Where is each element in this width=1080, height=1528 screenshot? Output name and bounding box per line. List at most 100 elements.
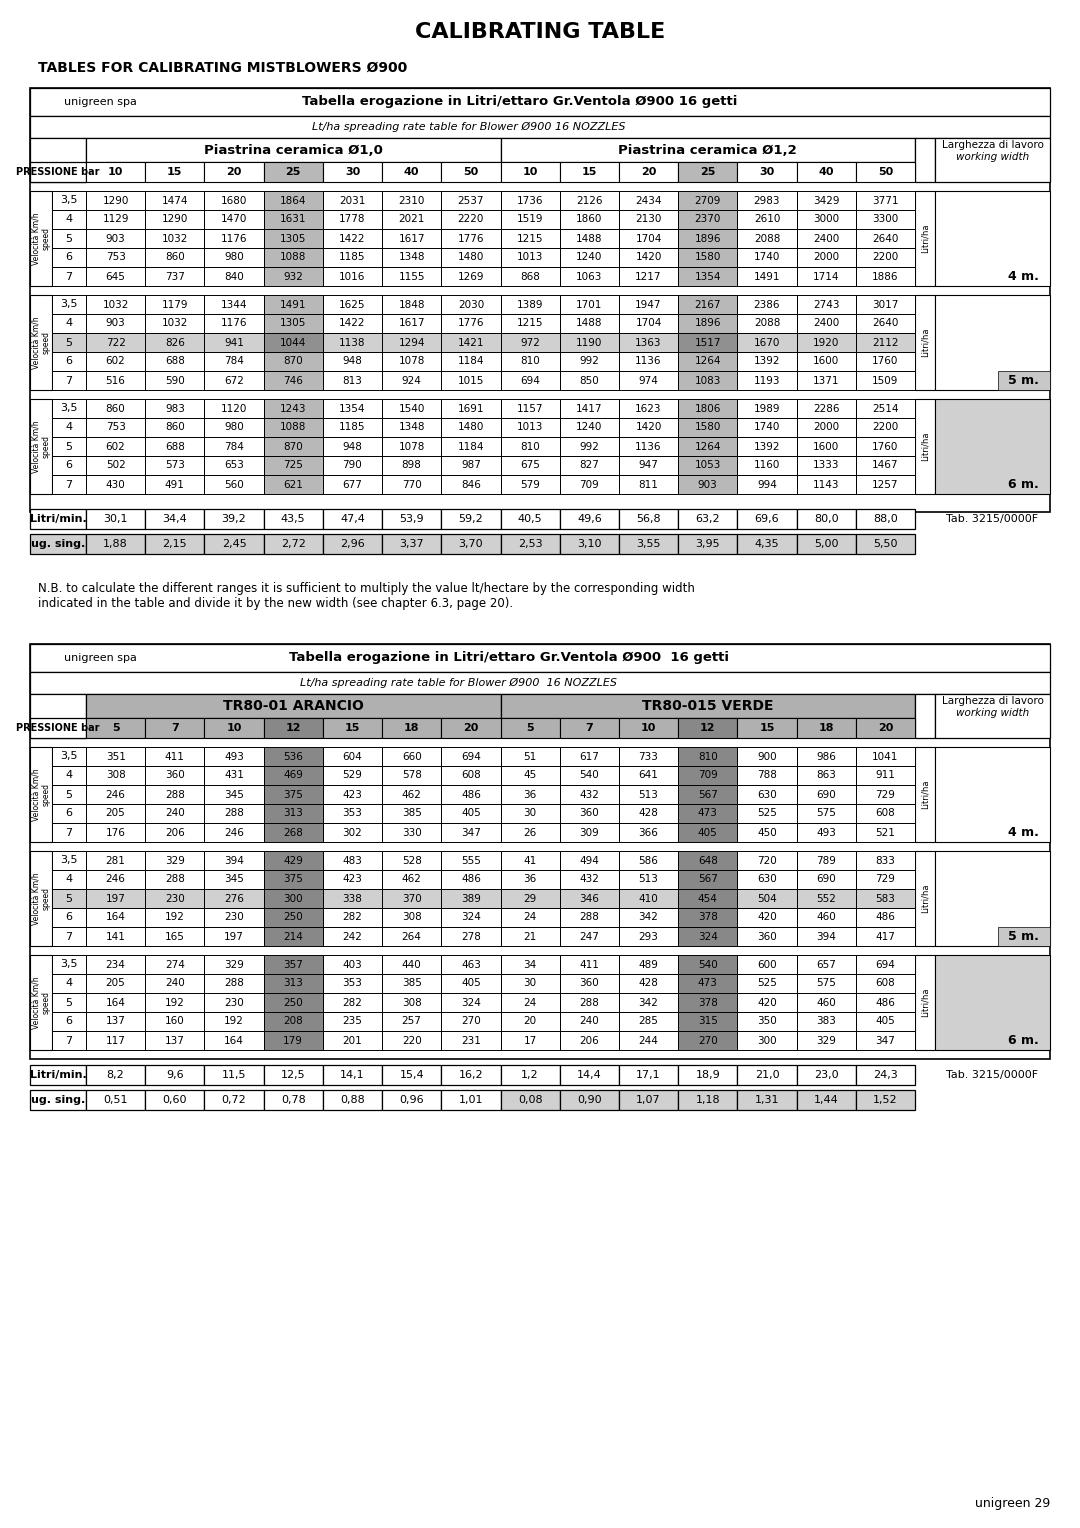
Text: 1290: 1290 <box>162 214 188 225</box>
Text: 375: 375 <box>283 790 303 799</box>
Bar <box>204 1089 264 1109</box>
Bar <box>382 455 442 475</box>
Bar <box>797 509 855 529</box>
Bar <box>500 804 559 824</box>
Bar <box>323 455 382 475</box>
Bar <box>678 804 738 824</box>
Text: 983: 983 <box>165 403 185 414</box>
Text: 2709: 2709 <box>694 196 721 205</box>
Bar <box>145 851 204 869</box>
Text: 417: 417 <box>876 932 895 941</box>
Bar <box>52 908 86 927</box>
Text: 2386: 2386 <box>754 299 780 310</box>
Text: 1389: 1389 <box>517 299 543 310</box>
Text: Velocità Km/h
speed: Velocità Km/h speed <box>31 976 51 1028</box>
Text: 1776: 1776 <box>458 234 484 243</box>
Text: 1290: 1290 <box>103 196 129 205</box>
Text: 2126: 2126 <box>576 196 603 205</box>
Text: 1864: 1864 <box>280 196 307 205</box>
Text: 24: 24 <box>524 912 537 923</box>
Text: 1491: 1491 <box>280 299 307 310</box>
Text: 1184: 1184 <box>458 356 484 367</box>
Text: 900: 900 <box>757 752 777 761</box>
Bar <box>204 437 264 455</box>
Bar <box>323 437 382 455</box>
Text: 24: 24 <box>524 998 537 1007</box>
Bar <box>323 248 382 267</box>
Text: 288: 288 <box>224 808 244 819</box>
Text: 2514: 2514 <box>873 403 899 414</box>
Bar <box>86 138 500 162</box>
Bar <box>442 908 500 927</box>
Bar <box>30 694 86 738</box>
Bar <box>264 209 323 229</box>
Bar <box>323 766 382 785</box>
Text: Velocità Km/h
speed: Velocità Km/h speed <box>31 420 51 472</box>
Bar <box>559 955 619 973</box>
Text: 586: 586 <box>638 856 659 865</box>
Text: 502: 502 <box>106 460 125 471</box>
Text: 21,0: 21,0 <box>755 1070 780 1080</box>
Text: unigreen spa: unigreen spa <box>64 96 136 107</box>
Text: 270: 270 <box>461 1016 481 1027</box>
Text: 3,70: 3,70 <box>459 539 483 549</box>
Text: 5: 5 <box>526 723 534 733</box>
Text: 3,95: 3,95 <box>696 539 720 549</box>
Text: 1264: 1264 <box>694 356 721 367</box>
Bar <box>915 955 935 1050</box>
Bar <box>855 869 915 889</box>
Text: 6: 6 <box>66 252 72 263</box>
Bar <box>559 533 619 555</box>
Bar <box>86 1012 145 1031</box>
Text: 2400: 2400 <box>813 318 839 329</box>
Bar <box>559 371 619 390</box>
Bar <box>678 1065 738 1085</box>
Bar <box>855 851 915 869</box>
Text: 811: 811 <box>638 480 659 489</box>
Bar <box>264 191 323 209</box>
Text: 1041: 1041 <box>873 752 899 761</box>
Bar <box>323 908 382 927</box>
Text: 974: 974 <box>638 376 659 385</box>
Bar <box>855 295 915 313</box>
Text: 2112: 2112 <box>873 338 899 347</box>
Bar <box>382 718 442 738</box>
Bar <box>797 455 855 475</box>
Text: 2370: 2370 <box>694 214 721 225</box>
Text: 657: 657 <box>816 960 836 969</box>
Bar <box>500 747 559 766</box>
Text: 1176: 1176 <box>220 234 247 243</box>
Text: 690: 690 <box>816 790 836 799</box>
Text: 1704: 1704 <box>635 318 662 329</box>
Text: 1,88: 1,88 <box>104 539 129 549</box>
Text: 6: 6 <box>66 1016 72 1027</box>
Text: Velocità Km/h
speed: Velocità Km/h speed <box>31 769 51 821</box>
Text: 378: 378 <box>698 998 718 1007</box>
Bar <box>145 455 204 475</box>
Text: 1348: 1348 <box>399 423 424 432</box>
Bar <box>323 162 382 182</box>
Bar <box>264 889 323 908</box>
Bar <box>855 824 915 842</box>
Text: 641: 641 <box>638 770 659 781</box>
Text: 389: 389 <box>461 894 481 903</box>
Text: 1704: 1704 <box>635 234 662 243</box>
Bar <box>382 908 442 927</box>
Text: Litri/min.: Litri/min. <box>29 513 86 524</box>
Text: 2130: 2130 <box>635 214 662 225</box>
Text: 1491: 1491 <box>754 272 780 281</box>
Bar <box>204 1065 264 1085</box>
Bar <box>442 419 500 437</box>
Text: 403: 403 <box>342 960 362 969</box>
Bar <box>442 851 500 869</box>
Bar <box>678 1012 738 1031</box>
Bar <box>323 1065 382 1085</box>
Bar <box>442 333 500 351</box>
Bar <box>86 333 145 351</box>
Bar <box>738 1012 797 1031</box>
Bar <box>678 509 738 529</box>
Bar <box>559 785 619 804</box>
Text: 192: 192 <box>165 912 185 923</box>
Text: 179: 179 <box>283 1036 303 1045</box>
Text: 23,0: 23,0 <box>814 1070 838 1080</box>
